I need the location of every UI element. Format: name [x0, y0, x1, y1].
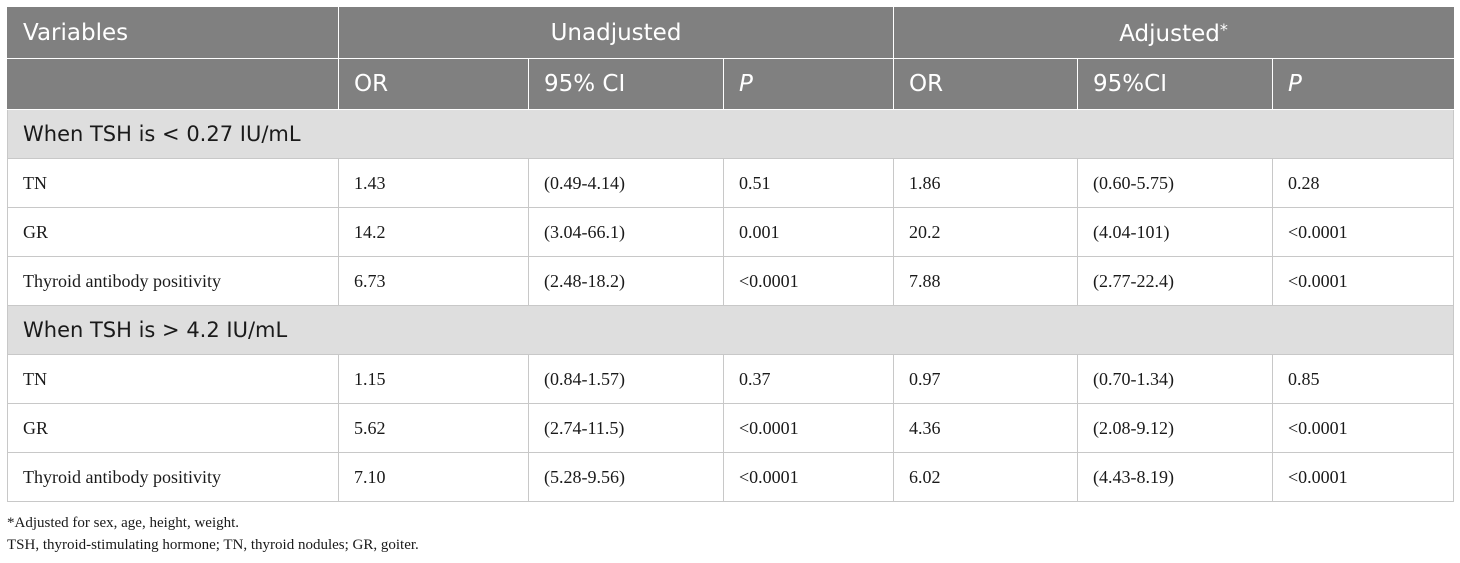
header-or-unadjusted: OR — [338, 58, 529, 110]
cell-variable: GR — [7, 403, 339, 453]
cell-variable: Thyroid antibody positivity — [7, 256, 339, 306]
cell-variable: GR — [7, 207, 339, 257]
cell-p-unadjusted: <0.0001 — [722, 403, 895, 453]
cell-variable: Thyroid antibody positivity — [7, 452, 339, 502]
cell-ci-unadjusted: (2.48-18.2) — [528, 256, 724, 306]
cell-or-adjusted: 0.97 — [893, 354, 1079, 404]
header-ci-unadjusted: 95% CI — [528, 58, 724, 110]
cell-or-adjusted: 20.2 — [893, 207, 1079, 257]
cell-p-unadjusted: 0.37 — [722, 354, 895, 404]
cell-or-unadjusted: 1.43 — [338, 158, 529, 208]
cell-p-unadjusted: 0.51 — [722, 158, 895, 208]
footnote-abbreviations: TSH, thyroid-stimulating hormone; TN, th… — [7, 537, 419, 553]
header-p-unadjusted: P — [722, 58, 895, 110]
table-header: Variables Unadjusted Adjusted* OR 95% CI… — [7, 7, 1455, 110]
results-table-container: Variables Unadjusted Adjusted* OR 95% CI… — [6, 7, 1455, 502]
header-adjusted-mark: * — [1219, 19, 1228, 39]
cell-ci-unadjusted: (5.28-9.56) — [528, 452, 724, 502]
cell-p-unadjusted: 0.001 — [722, 207, 895, 257]
header-variables: Variables — [7, 7, 339, 59]
header-adjusted: Adjusted* — [893, 7, 1455, 59]
cell-ci-adjusted: (2.08-9.12) — [1077, 403, 1274, 453]
cell-p-adjusted: <0.0001 — [1272, 452, 1455, 502]
cell-ci-unadjusted: (2.74-11.5) — [528, 403, 724, 453]
header-p-adjusted: P — [1272, 58, 1455, 110]
header-row-groups: Variables Unadjusted Adjusted* — [7, 7, 1455, 59]
cell-or-unadjusted: 7.10 — [338, 452, 529, 502]
cell-p-unadjusted: <0.0001 — [722, 452, 895, 502]
cell-or-adjusted: 7.88 — [893, 256, 1079, 306]
cell-p-adjusted: <0.0001 — [1272, 256, 1455, 306]
header-or-adjusted: OR — [893, 58, 1079, 110]
footnote-adjusted: *Adjusted for sex, age, height, weight. — [7, 515, 240, 531]
cell-ci-adjusted: (4.43-8.19) — [1077, 452, 1274, 502]
cell-ci-adjusted: (4.04-101) — [1077, 207, 1274, 257]
cell-p-adjusted: <0.0001 — [1272, 207, 1455, 257]
table-body: When TSH is < 0.27 IU/mL TN 1.43 (0.49-4… — [6, 109, 1455, 502]
cell-or-unadjusted: 14.2 — [338, 207, 529, 257]
cell-or-unadjusted: 6.73 — [338, 256, 529, 306]
table-row: TN 1.15 (0.84-1.57) 0.37 0.97 (0.70-1.34… — [7, 354, 1455, 404]
section-row-high-tsh: When TSH is > 4.2 IU/mL — [6, 305, 1455, 355]
odds-ratio-table: Variables Unadjusted Adjusted* OR 95% CI… — [6, 7, 1455, 502]
section-title: When TSH is > 4.2 IU/mL — [6, 305, 1455, 355]
cell-p-adjusted: 0.28 — [1272, 158, 1455, 208]
section-row-low-tsh: When TSH is < 0.27 IU/mL — [6, 109, 1455, 159]
header-row-sub: OR 95% CI P OR 95%CI P — [7, 58, 1455, 110]
table-row: GR 5.62 (2.74-11.5) <0.0001 4.36 (2.08-9… — [7, 403, 1455, 453]
table-row: GR 14.2 (3.04-66.1) 0.001 20.2 (4.04-101… — [7, 207, 1455, 257]
table-row: Thyroid antibody positivity 6.73 (2.48-1… — [7, 256, 1455, 306]
cell-or-unadjusted: 1.15 — [338, 354, 529, 404]
cell-ci-unadjusted: (0.84-1.57) — [528, 354, 724, 404]
cell-variable: TN — [7, 158, 339, 208]
cell-ci-unadjusted: (0.49-4.14) — [528, 158, 724, 208]
table-row: TN 1.43 (0.49-4.14) 0.51 1.86 (0.60-5.75… — [7, 158, 1455, 208]
section-title: When TSH is < 0.27 IU/mL — [6, 109, 1455, 159]
cell-ci-adjusted: (0.70-1.34) — [1077, 354, 1274, 404]
cell-variable: TN — [7, 354, 339, 404]
header-empty — [7, 58, 339, 110]
cell-p-unadjusted: <0.0001 — [722, 256, 895, 306]
table-footnotes: *Adjusted for sex, age, height, weight. … — [7, 512, 419, 556]
header-ci-adjusted: 95%CI — [1077, 58, 1274, 110]
header-adjusted-label: Adjusted — [1119, 20, 1220, 47]
cell-p-adjusted: 0.85 — [1272, 354, 1455, 404]
cell-or-unadjusted: 5.62 — [338, 403, 529, 453]
cell-ci-adjusted: (2.77-22.4) — [1077, 256, 1274, 306]
cell-or-adjusted: 1.86 — [893, 158, 1079, 208]
cell-ci-adjusted: (0.60-5.75) — [1077, 158, 1274, 208]
cell-p-adjusted: <0.0001 — [1272, 403, 1455, 453]
cell-ci-unadjusted: (3.04-66.1) — [528, 207, 724, 257]
cell-or-adjusted: 6.02 — [893, 452, 1079, 502]
cell-or-adjusted: 4.36 — [893, 403, 1079, 453]
table-row: Thyroid antibody positivity 7.10 (5.28-9… — [7, 452, 1455, 502]
header-unadjusted: Unadjusted — [337, 7, 895, 59]
